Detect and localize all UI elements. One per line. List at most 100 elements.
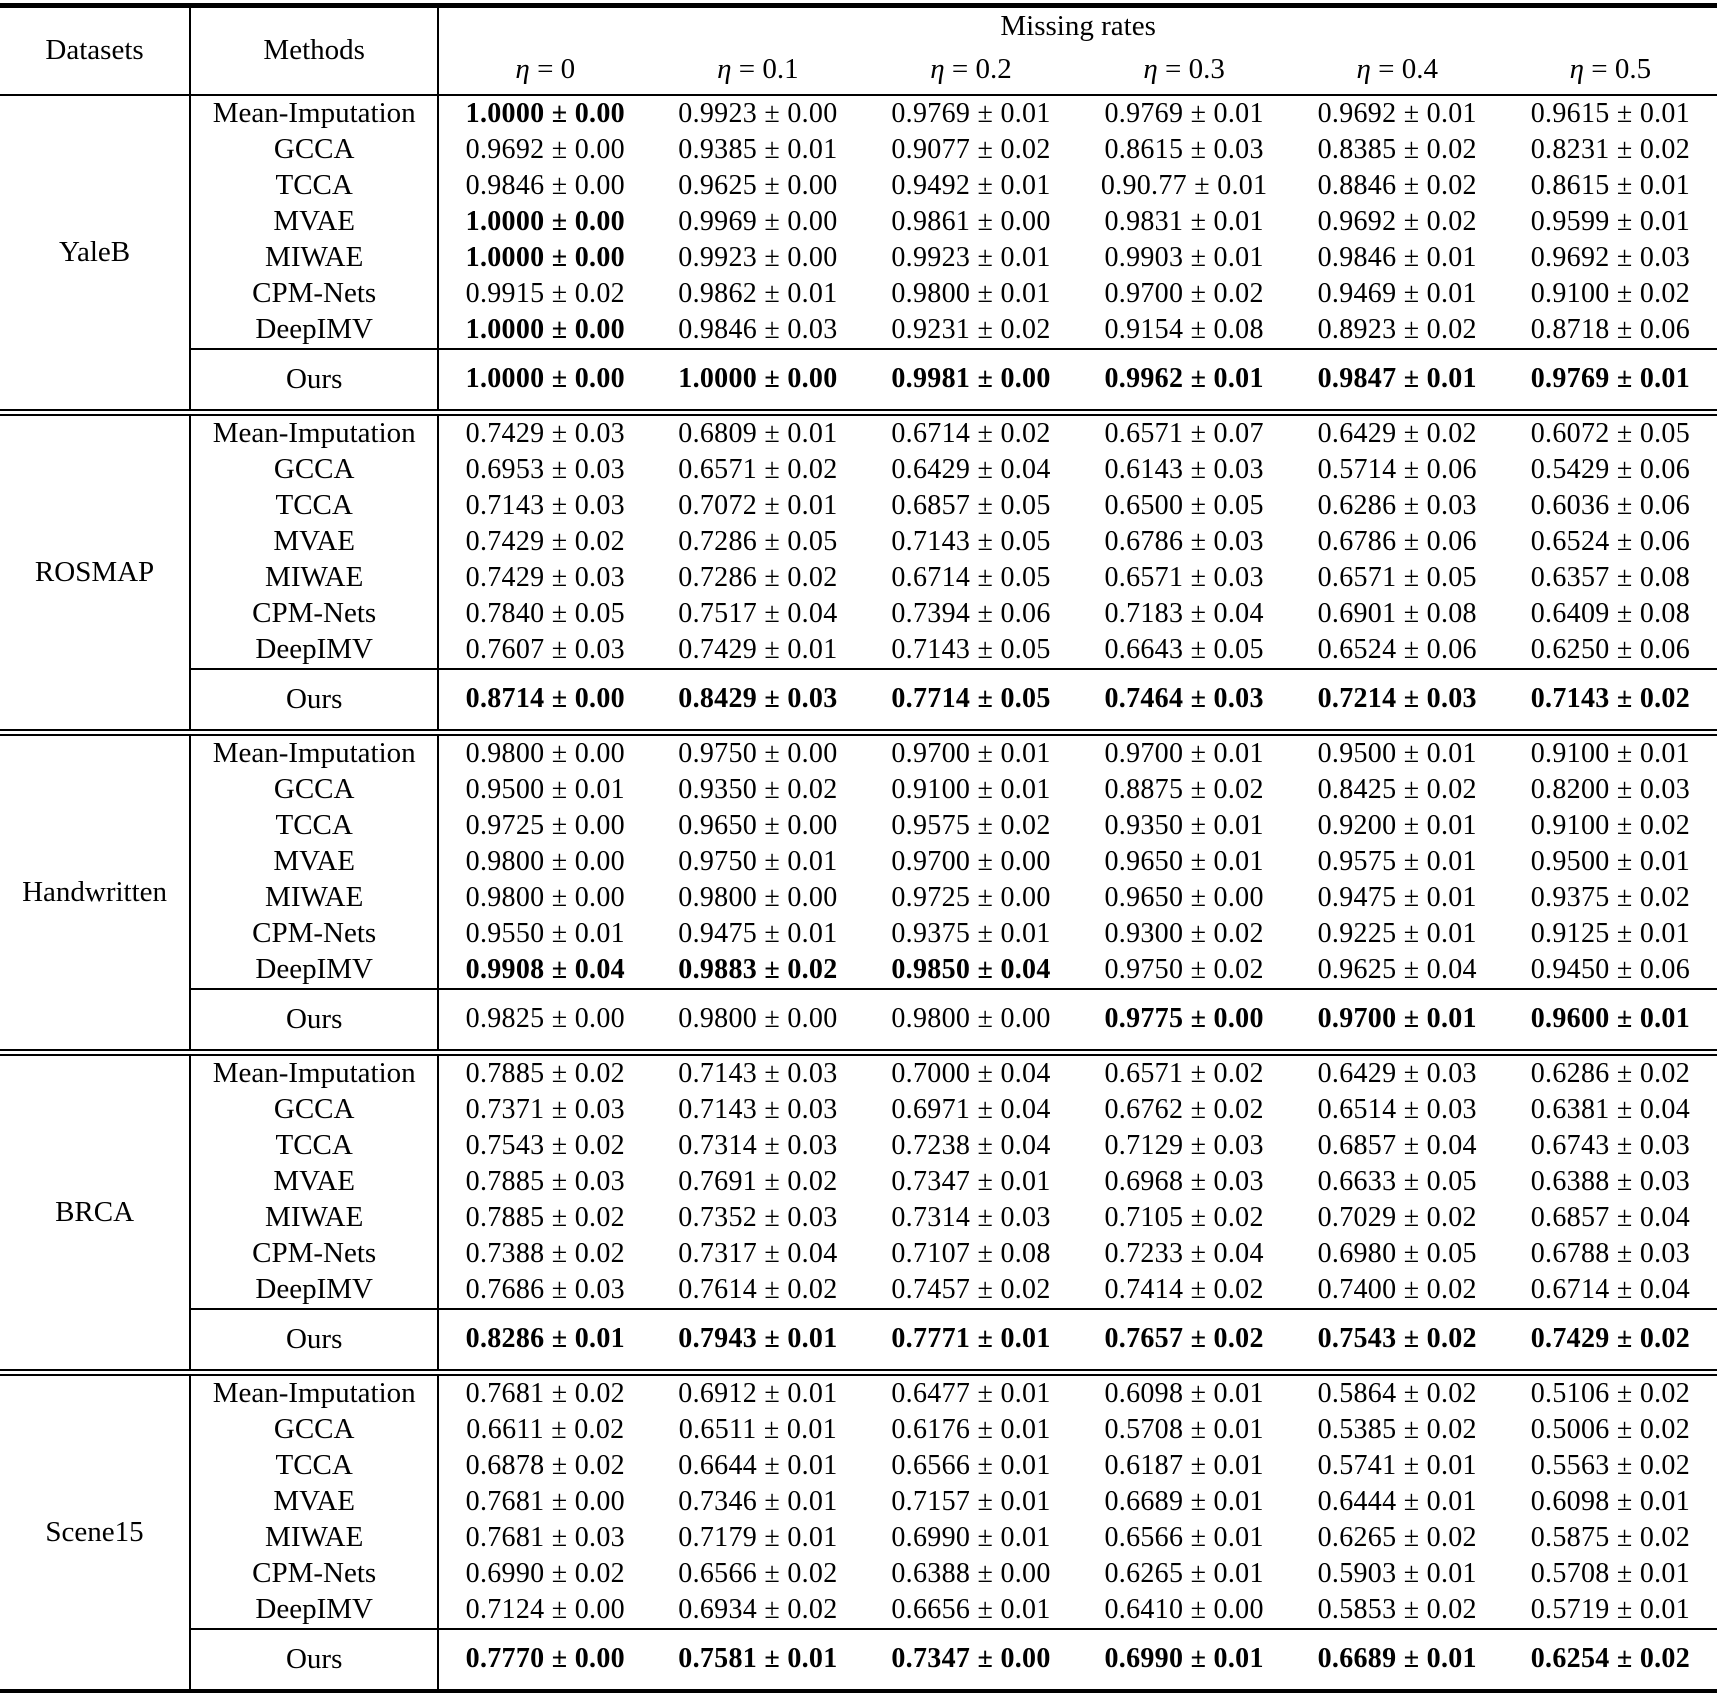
value-cell: 0.6566 ± 0.01 <box>891 1449 1051 1481</box>
value-cell: 0.6786 ± 0.06 <box>1317 525 1477 557</box>
value-cell: 0.9769 ± 0.01 <box>1104 97 1264 129</box>
value-cell: 0.9903 ± 0.01 <box>1104 241 1264 273</box>
value-cell: 0.7072 ± 0.01 <box>678 489 838 521</box>
value-cell: 0.6571 ± 0.03 <box>1104 561 1264 593</box>
value-cell: 0.9923 ± 0.01 <box>891 241 1051 273</box>
value-cell: 0.6429 ± 0.03 <box>1290 1049 1504 1092</box>
value-cell: 0.6990 ± 0.01 <box>891 1521 1051 1553</box>
value-cell: 0.7143 ± 0.03 <box>465 489 625 521</box>
value-cell: 0.9615 ± 0.01 <box>1530 97 1691 129</box>
table-row: TCCA 0.6878 ± 0.02 0.6644 ± 0.01 0.6566 ± 0… <box>0 1448 1717 1484</box>
value-cell: 0.7352 ± 0.03 <box>678 1201 838 1233</box>
value-cell: 0.6098 ± 0.01 <box>1530 1485 1691 1517</box>
value-cell: 0.7429 ± 0.02 <box>1503 1308 1717 1373</box>
value-cell: 0.6500 ± 0.05 <box>1104 489 1264 521</box>
value-cell: 0.9846 ± 0.03 <box>678 313 838 345</box>
value-cell: 0.6762 ± 0.02 <box>1104 1093 1264 1125</box>
table-row: DeepIMV 0.7686 ± 0.03 0.7614 ± 0.02 0.7457 … <box>0 1272 1717 1309</box>
value-cell: 0.7029 ± 0.02 <box>1317 1201 1477 1233</box>
value-cell: 0.7464 ± 0.03 <box>1077 668 1291 733</box>
value-cell: 0.9800 ± 0.00 <box>465 881 625 913</box>
value-cell: 0.6656 ± 0.01 <box>891 1593 1051 1625</box>
value-cell: 0.6429 ± 0.02 <box>1290 409 1504 452</box>
ours-label: Ours <box>190 348 440 413</box>
value-cell: 0.7885 ± 0.03 <box>465 1165 625 1197</box>
table-row: Scene15 Mean-Imputation 0.7681 ± 0.02 0.691… <box>0 1369 1717 1692</box>
value-cell: 0.9077 ± 0.02 <box>891 133 1051 165</box>
value-cell: 0.9775 ± 0.00 <box>1077 988 1291 1053</box>
method-label: Mean-Imputation <box>190 1369 440 1412</box>
ours-row: Ours 1.0000 ± 0.00 1.0000 ± 0.00 0.9981 ± 0… <box>0 348 1717 413</box>
value-cell: 0.7347 ± 0.00 <box>864 1628 1078 1692</box>
method-label: MVAE <box>190 844 440 880</box>
value-cell: 0.6934 ± 0.02 <box>678 1593 838 1625</box>
method-label: DeepIMV <box>190 632 440 669</box>
value-cell: 0.7691 ± 0.02 <box>678 1165 838 1197</box>
value-cell: 0.8615 ± 0.01 <box>1530 169 1691 201</box>
method-label: DeepIMV <box>190 312 440 349</box>
value-cell: 0.7214 ± 0.03 <box>1290 668 1504 733</box>
value-cell: 0.6714 ± 0.02 <box>864 409 1078 452</box>
value-cell: 0.9225 ± 0.01 <box>1317 917 1477 949</box>
method-label: MIWAE <box>190 1200 440 1236</box>
table-row: DeepIMV 0.7607 ± 0.03 0.7429 ± 0.01 0.7143 … <box>0 632 1717 669</box>
method-label: DeepIMV <box>190 952 440 989</box>
value-cell: 0.6265 ± 0.02 <box>1317 1521 1477 1553</box>
value-cell: 0.9100 ± 0.01 <box>891 773 1051 805</box>
value-cell: 0.7107 ± 0.08 <box>891 1237 1051 1269</box>
method-label: GCCA <box>190 772 440 808</box>
value-cell: 0.6809 ± 0.01 <box>651 409 865 452</box>
method-label: CPM-Nets <box>190 1556 440 1592</box>
value-cell: 0.8385 ± 0.02 <box>1317 133 1477 165</box>
value-cell: 0.90.77 ± 0.01 <box>1100 169 1268 201</box>
table-row: GCCA 0.7371 ± 0.03 0.7143 ± 0.03 0.6971 ± 0… <box>0 1092 1717 1128</box>
value-cell: 0.9492 ± 0.01 <box>891 169 1051 201</box>
value-cell: 0.9475 ± 0.01 <box>1317 881 1477 913</box>
table-row: MVAE 0.7885 ± 0.03 0.7691 ± 0.02 0.7347 ± 0… <box>0 1164 1717 1200</box>
value-cell: 0.6477 ± 0.01 <box>864 1369 1078 1412</box>
value-cell: 0.9599 ± 0.01 <box>1530 205 1691 237</box>
value-cell: 1.0000 ± 0.00 <box>465 241 625 273</box>
value-cell: 0.6286 ± 0.03 <box>1317 489 1477 521</box>
value-cell: 0.9475 ± 0.01 <box>678 917 838 949</box>
value-cell: 0.5903 ± 0.01 <box>1317 1557 1477 1589</box>
value-cell: 0.7686 ± 0.03 <box>465 1273 625 1305</box>
value-cell: 0.7429 ± 0.02 <box>465 525 625 557</box>
value-cell: 0.7286 ± 0.02 <box>678 561 838 593</box>
value-cell: 0.9981 ± 0.00 <box>864 348 1078 413</box>
value-cell: 0.7457 ± 0.02 <box>891 1273 1051 1305</box>
method-label: TCCA <box>190 808 440 844</box>
method-label: CPM-Nets <box>190 916 440 952</box>
value-cell: 0.6971 ± 0.04 <box>891 1093 1051 1125</box>
table-row: DeepIMV 0.9908 ± 0.04 0.9883 ± 0.02 0.9850 … <box>0 952 1717 989</box>
value-cell: 0.9962 ± 0.01 <box>1077 348 1291 413</box>
value-cell: 0.6176 ± 0.01 <box>891 1413 1051 1445</box>
value-cell: 0.7543 ± 0.02 <box>1290 1308 1504 1373</box>
value-cell: 0.5719 ± 0.01 <box>1530 1593 1691 1625</box>
value-cell: 1.0000 ± 0.00 <box>465 97 625 129</box>
value-cell: 0.9700 ± 0.02 <box>1104 277 1264 309</box>
value-cell: 0.5853 ± 0.02 <box>1317 1593 1477 1625</box>
value-cell: 0.9350 ± 0.02 <box>678 773 838 805</box>
value-cell: 0.6953 ± 0.03 <box>465 453 625 485</box>
value-cell: 0.7286 ± 0.05 <box>678 525 838 557</box>
value-cell: 0.9375 ± 0.01 <box>891 917 1051 949</box>
value-cell: 0.5563 ± 0.02 <box>1530 1449 1691 1481</box>
value-cell: 0.7657 ± 0.02 <box>1077 1308 1291 1373</box>
section-rosmap: ROSMAP Mean-Imputation 0.7429 ± 0.03 0.6809… <box>0 409 1717 733</box>
value-cell: 0.9800 ± 0.00 <box>864 988 1078 1053</box>
value-cell: 0.9750 ± 0.01 <box>678 845 838 877</box>
value-cell: 0.6912 ± 0.01 <box>651 1369 865 1412</box>
header-eta-1: η = 0.1 <box>651 46 865 96</box>
value-cell: 0.8923 ± 0.02 <box>1317 313 1477 345</box>
value-cell: 0.9200 ± 0.01 <box>1317 809 1477 841</box>
value-cell: 0.6633 ± 0.05 <box>1317 1165 1477 1197</box>
value-cell: 0.8286 ± 0.01 <box>438 1308 652 1373</box>
value-cell: 0.9700 ± 0.01 <box>1290 988 1504 1053</box>
method-label: Mean-Imputation <box>190 1049 440 1092</box>
method-label: MVAE <box>190 524 440 560</box>
dataset-label: YaleB <box>0 95 192 413</box>
